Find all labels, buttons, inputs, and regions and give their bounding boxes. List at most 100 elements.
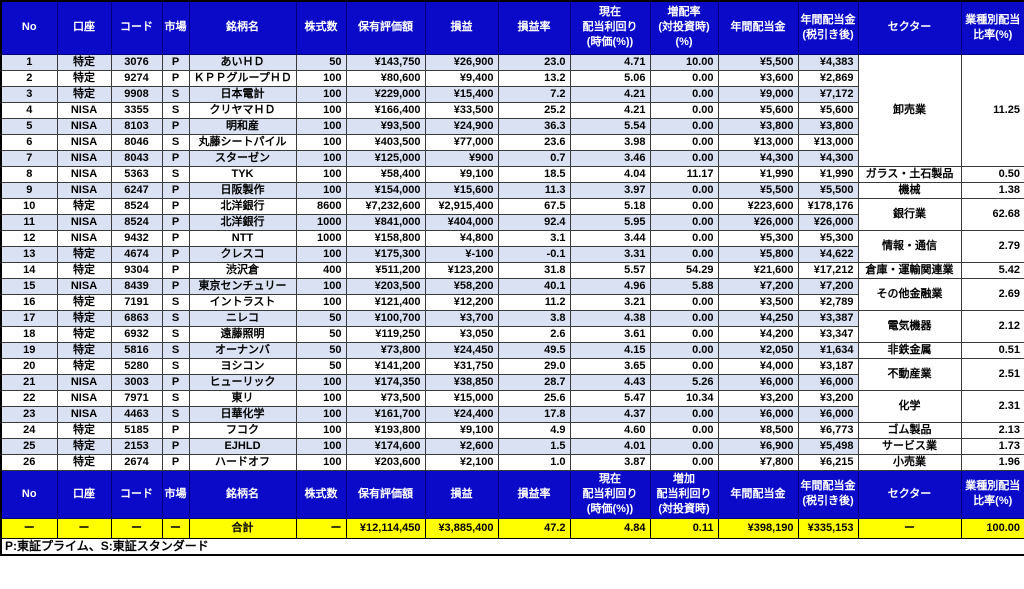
code-cell: 8043 — [110, 149, 163, 167]
ratio-cell: 2.69 — [960, 277, 1024, 311]
market-cell: S — [161, 405, 190, 423]
market-cell: P — [161, 149, 190, 167]
code-cell: 6863 — [110, 309, 163, 327]
name-cell: 日本電計 — [188, 85, 297, 103]
account-cell: 特定 — [56, 69, 112, 87]
table-row: 23 NISA 4463 S 日華化学 100 ¥161,700 ¥24,400 17.8 4.3… — [0, 405, 1024, 423]
yield-cell: 4.96 — [569, 277, 651, 295]
total-sector-cell: ー — [857, 517, 962, 539]
col-header-no: No — [0, 469, 58, 519]
value-cell: ¥203,500 — [345, 277, 426, 295]
name-cell: ヨシコン — [188, 357, 297, 375]
name-cell: TYK — [188, 165, 297, 183]
yield-cell: 3.98 — [569, 133, 651, 151]
total-shares-cell: ー — [295, 517, 347, 539]
dividend-cell: ¥13,000 — [717, 133, 799, 151]
profit-rate-cell: 18.5 — [497, 165, 571, 183]
table-body: 1 特定 3076 P あいＨＤ 50 ¥143,750 ¥26,900 23.0 4.71 10.… — [0, 53, 1024, 555]
dividend-net-cell: ¥13,000 — [797, 133, 859, 151]
profit-rate-cell: 1.0 — [497, 453, 571, 471]
code-cell: 2674 — [110, 453, 163, 471]
portfolio-table: No 口座 コード 市場 銘柄名 株式数 保有評価額 損益 損益率 現在 配当利回り (時価(%)… — [0, 0, 1024, 556]
market-cell: S — [161, 341, 190, 359]
table-row: 25 特定 2153 P EJHLD 100 ¥174,600 ¥2,600 1.5 4.01 0.… — [0, 437, 1024, 455]
code-cell: 8439 — [110, 277, 163, 295]
profit-rate-cell: 28.7 — [497, 373, 571, 391]
account-cell: NISA — [56, 117, 112, 135]
market-cell: P — [161, 373, 190, 391]
dividend-cell: ¥3,800 — [717, 117, 799, 135]
ratio-cell: 2.31 — [960, 389, 1024, 423]
sector-cell: サービス業 — [857, 437, 962, 455]
total-name-cell: 合計 — [188, 517, 297, 539]
increase-rate-cell: 0.00 — [649, 309, 719, 327]
increase-rate-cell: 0.00 — [649, 421, 719, 439]
code-cell: 9432 — [110, 229, 163, 247]
shares-cell: 100 — [295, 101, 347, 119]
table-row: 15 NISA 8439 P 東京センチュリー 100 ¥203,500 ¥58,200 40.… — [0, 277, 1024, 311]
shares-cell: 100 — [295, 437, 347, 455]
no-cell: 21 — [0, 373, 58, 391]
profit-rate-cell: 25.2 — [497, 101, 571, 119]
increase-rate-cell: 11.17 — [649, 165, 719, 183]
profit-cell: ¥12,200 — [424, 293, 499, 311]
dividend-net-cell: ¥2,789 — [797, 293, 859, 311]
table-row: 1 特定 3076 P あいＨＤ 50 ¥143,750 ¥26,900 23.0 4.71 10.… — [0, 53, 1024, 167]
no-cell: 5 — [0, 117, 58, 135]
no-cell: 6 — [0, 133, 58, 151]
profit-cell: ¥4,800 — [424, 229, 499, 247]
table-row: 13 特定 4674 P クレスコ 100 ¥175,300 ¥-100 -0.1 3.31 0.0… — [0, 245, 1024, 263]
value-cell: ¥154,000 — [345, 181, 426, 199]
code-cell: 5280 — [110, 357, 163, 375]
ratio-cell: 0.50 — [960, 165, 1024, 183]
shares-cell: 100 — [295, 453, 347, 471]
dividend-cell: ¥7,800 — [717, 453, 799, 471]
total-yield-cell: 4.84 — [569, 517, 651, 539]
no-cell: 17 — [0, 309, 58, 327]
table-row: 14 特定 9304 P 渋沢倉 400 ¥511,200 ¥123,200 31.8 5.57 5… — [0, 261, 1024, 279]
market-cell: P — [161, 197, 190, 215]
account-cell: NISA — [56, 229, 112, 247]
no-cell: 24 — [0, 421, 58, 439]
code-cell: 4674 — [110, 245, 163, 263]
profit-cell: ¥9,100 — [424, 421, 499, 439]
value-cell: ¥58,400 — [345, 165, 426, 183]
ratio-cell: 2.79 — [960, 229, 1024, 263]
no-cell: 3 — [0, 85, 58, 103]
dividend-net-cell: ¥5,500 — [797, 181, 859, 199]
market-cell: S — [161, 293, 190, 311]
dividend-net-cell: ¥3,800 — [797, 117, 859, 135]
yield-cell: 5.57 — [569, 261, 651, 279]
table-row: 5 NISA 8103 P 明和産 100 ¥93,500 ¥24,900 36.3 5.54 0.… — [0, 117, 1024, 135]
col-header-profit-rate: 損益率 — [497, 0, 571, 55]
increase-rate-cell: 0.00 — [649, 149, 719, 167]
account-cell: 特定 — [56, 85, 112, 103]
name-cell: フコク — [188, 421, 297, 439]
value-cell: ¥203,600 — [345, 453, 426, 471]
market-cell: P — [161, 229, 190, 247]
shares-cell: 50 — [295, 53, 347, 71]
increase-rate-cell: 0.00 — [649, 69, 719, 87]
table-row: 24 特定 5185 P フコク 100 ¥193,800 ¥9,100 4.9 4.60 0.00… — [0, 421, 1024, 439]
dividend-cell: ¥4,250 — [717, 309, 799, 327]
value-cell: ¥193,800 — [345, 421, 426, 439]
ratio-cell: 1.38 — [960, 181, 1024, 199]
value-cell: ¥841,000 — [345, 213, 426, 231]
dividend-cell: ¥5,300 — [717, 229, 799, 247]
code-cell: 6247 — [110, 181, 163, 199]
market-cell: P — [161, 213, 190, 231]
table-row: 20 特定 5280 S ヨシコン 50 ¥141,200 ¥31,750 29.0 3.65 0.… — [0, 357, 1024, 391]
profit-cell: ¥58,200 — [424, 277, 499, 295]
value-cell: ¥93,500 — [345, 117, 426, 135]
dividend-net-cell: ¥3,387 — [797, 309, 859, 327]
market-cell: P — [161, 277, 190, 295]
table-row: 18 特定 6932 S 遠藤照明 50 ¥119,250 ¥3,050 2.6 3.61 0.00… — [0, 325, 1024, 343]
ratio-cell: 0.51 — [960, 341, 1024, 359]
increase-rate-cell: 0.00 — [649, 245, 719, 263]
profit-cell: ¥31,750 — [424, 357, 499, 375]
name-cell: ハードオフ — [188, 453, 297, 471]
table-row: 9 NISA 6247 P 日阪製作 100 ¥154,000 ¥15,600 11.3 3.97… — [0, 181, 1024, 199]
col-header-profit: 損益 — [424, 469, 499, 519]
value-cell: ¥121,400 — [345, 293, 426, 311]
market-cell: S — [161, 85, 190, 103]
